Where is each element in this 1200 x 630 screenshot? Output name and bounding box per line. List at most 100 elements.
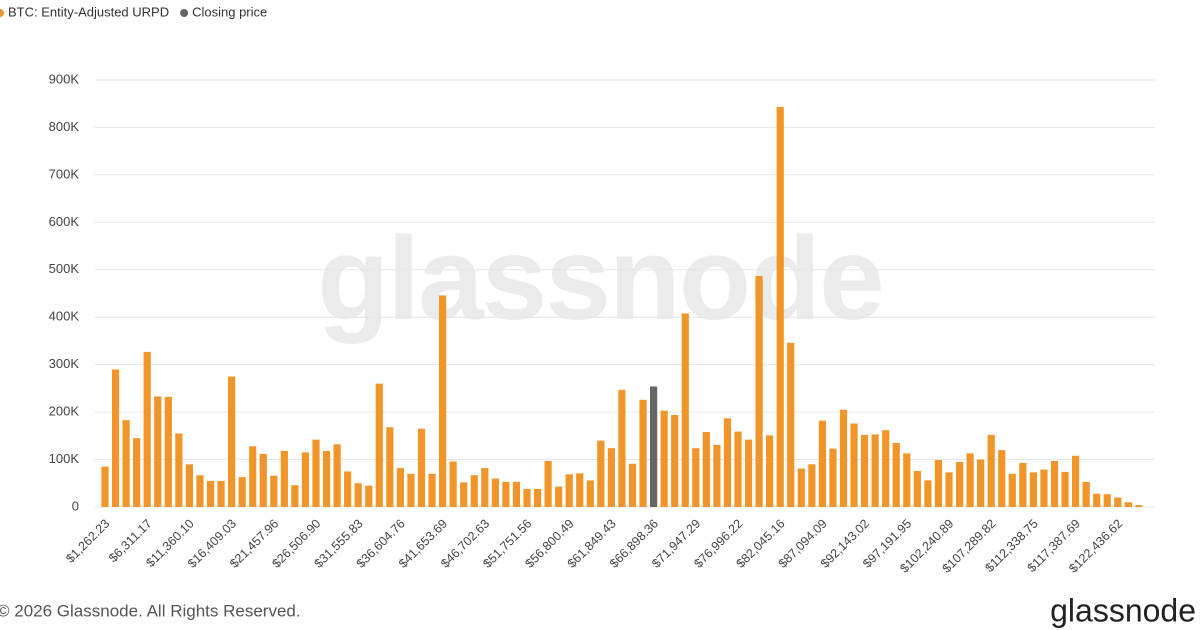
bar — [681, 313, 689, 507]
bar — [628, 463, 637, 507]
legend-marker — [180, 9, 189, 17]
bar — [871, 434, 879, 507]
bar — [1040, 469, 1048, 507]
y-tick-label: 700K — [49, 166, 80, 181]
y-tick-label: 200K — [49, 404, 80, 419]
bar — [861, 434, 869, 507]
bar — [344, 471, 352, 507]
bar — [196, 475, 204, 507]
bar — [1103, 494, 1111, 507]
bar — [882, 430, 890, 507]
y-tick-label: 800K — [49, 119, 80, 134]
y-tick-label: 400K — [49, 309, 80, 324]
y-tick-label: 900K — [49, 71, 80, 86]
bar — [892, 442, 900, 507]
bar — [301, 452, 310, 507]
bar — [439, 295, 447, 507]
bar — [618, 389, 626, 507]
bar — [154, 396, 162, 507]
x-tick-label: $1,262.23 — [63, 517, 112, 566]
bar — [924, 480, 932, 507]
bar — [270, 475, 278, 507]
bar — [143, 351, 151, 507]
bar — [1082, 481, 1090, 507]
bar — [533, 488, 542, 507]
bar — [238, 477, 246, 507]
bar — [713, 444, 721, 507]
y-tick-label: 100K — [49, 451, 80, 466]
bar — [407, 473, 415, 507]
bar — [955, 461, 964, 507]
bar — [175, 433, 183, 507]
bar — [671, 414, 679, 507]
bar — [576, 473, 584, 507]
bar — [839, 409, 848, 507]
bar — [133, 438, 141, 507]
bar — [650, 386, 658, 507]
footer: © 2026 Glassnode. All Rights Reserved. — [0, 601, 301, 620]
bar — [111, 369, 120, 507]
bar — [386, 427, 394, 507]
bar — [766, 435, 774, 507]
bar — [470, 475, 478, 507]
bar — [702, 432, 710, 507]
bar — [776, 107, 784, 507]
bar — [502, 481, 510, 507]
bar — [692, 448, 700, 507]
bar — [797, 468, 805, 507]
bar — [934, 460, 943, 507]
bar — [249, 446, 257, 507]
bar — [1135, 505, 1143, 507]
bar — [565, 474, 573, 507]
bar — [1019, 462, 1027, 507]
bar — [491, 478, 499, 507]
bar — [660, 410, 668, 507]
bar — [259, 453, 267, 507]
bar — [322, 451, 331, 507]
bar — [428, 473, 436, 507]
legend-marker — [0, 9, 4, 17]
bar — [217, 480, 225, 507]
bar — [365, 485, 373, 507]
bar — [1072, 455, 1080, 507]
bar — [449, 461, 457, 507]
bar — [987, 434, 995, 507]
bar — [122, 420, 130, 507]
bar — [1050, 460, 1059, 507]
bar — [607, 448, 615, 507]
bar — [460, 482, 468, 507]
bar — [1093, 493, 1101, 507]
bar — [354, 483, 362, 507]
bar — [523, 488, 531, 507]
watermark: glassnode — [317, 213, 883, 345]
y-tick-label: 0 — [72, 498, 79, 513]
bar — [228, 376, 236, 507]
bar — [544, 460, 552, 507]
bar — [787, 342, 795, 507]
bar — [808, 464, 816, 507]
bar — [396, 468, 404, 507]
bar — [903, 453, 911, 507]
logo: glassnode — [1050, 592, 1196, 628]
bar — [512, 481, 521, 507]
bar — [164, 396, 172, 507]
legend-label: BTC: Entity-Adjusted URPD — [8, 4, 169, 19]
bar — [945, 472, 953, 507]
bar — [101, 466, 109, 507]
bar — [966, 453, 974, 507]
bar — [1008, 473, 1016, 507]
bar — [481, 468, 489, 507]
bar — [829, 448, 837, 507]
legend-label: Closing price — [192, 4, 267, 19]
bar — [818, 420, 826, 507]
bar — [597, 440, 605, 507]
bar — [1029, 472, 1037, 507]
bar — [998, 450, 1006, 507]
bar — [913, 470, 921, 507]
bar — [744, 439, 753, 507]
bar — [280, 451, 288, 507]
bar — [417, 428, 426, 507]
bar — [312, 439, 320, 507]
bar — [850, 423, 858, 507]
